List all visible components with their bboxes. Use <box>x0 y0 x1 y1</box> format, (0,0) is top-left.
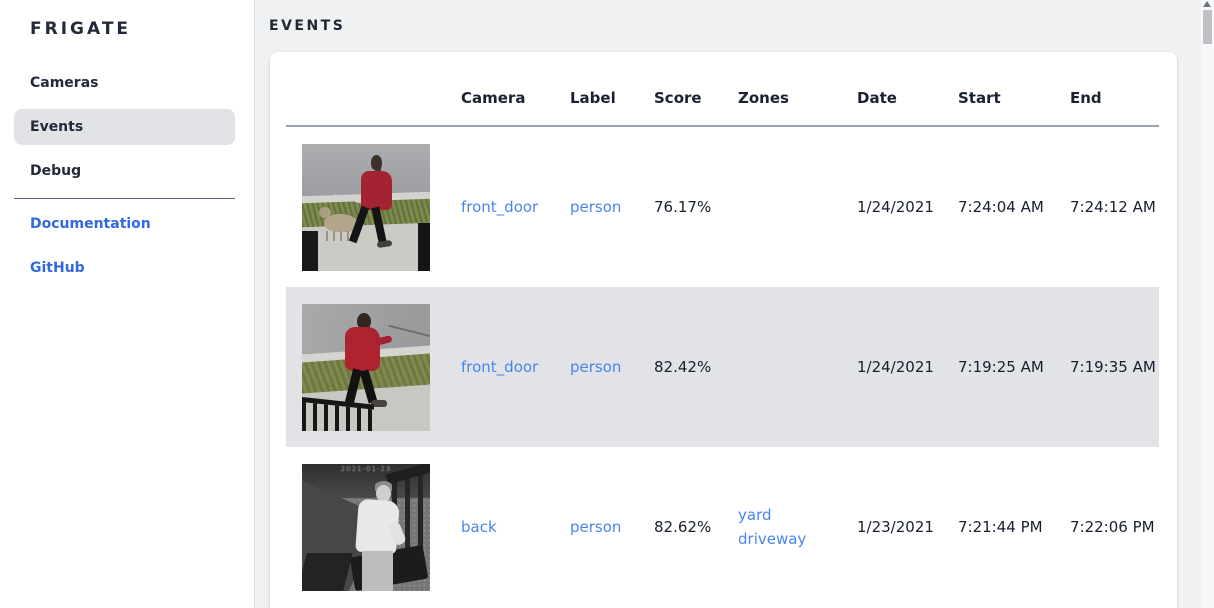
person-head <box>357 312 371 330</box>
score-value: 82.42% <box>654 358 712 376</box>
event-thumbnail[interactable]: 2021-01-23 <box>302 463 430 591</box>
column-header-label: Label <box>570 88 616 107</box>
label-link[interactable]: person <box>570 358 622 376</box>
sidebar-link-documentation[interactable]: Documentation <box>30 216 151 232</box>
events-table-card: Camera Label Score Zones Date Start End <box>270 52 1177 608</box>
dog-head <box>319 206 331 218</box>
person-head <box>376 484 391 502</box>
zone-link[interactable]: driveway <box>738 530 807 548</box>
camera-link[interactable]: front_door <box>461 358 539 376</box>
thumbnail-cell <box>286 303 445 431</box>
thumbnail-cell <box>286 143 445 271</box>
camera-link[interactable]: back <box>461 518 497 536</box>
label-link[interactable]: person <box>570 518 622 536</box>
sidebar: FRIGATE Cameras Events Debug Documentati… <box>0 0 255 608</box>
table-row[interactable]: front_door person 76.17% 1/24/2021 7:24:… <box>286 127 1159 287</box>
timestamp-overlay: 2021-01-23 <box>340 464 392 473</box>
date-value: 1/24/2021 <box>857 358 934 376</box>
end-value: 7:22:06 PM <box>1070 518 1155 536</box>
person-red-coat <box>361 170 392 210</box>
scrollbar-thumb[interactable] <box>1203 10 1212 44</box>
app-logo: FRIGATE <box>30 19 132 39</box>
scrollbar-up-arrow-icon[interactable] <box>1203 1 1211 7</box>
thumbnail-cell: 2021-01-23 <box>286 463 445 591</box>
event-thumbnail[interactable] <box>302 143 430 271</box>
column-header-zones: Zones <box>738 88 789 107</box>
table-row[interactable]: front_door person 82.42% 1/24/2021 7:19:… <box>286 287 1159 447</box>
dark-post <box>418 222 430 271</box>
person-shoe <box>376 239 393 248</box>
sidebar-link-github[interactable]: GitHub <box>30 260 85 276</box>
column-header-start: Start <box>958 88 1001 107</box>
zone-link[interactable]: yard <box>738 506 772 524</box>
score-value: 82.62% <box>654 518 712 536</box>
column-header-date: Date <box>857 88 897 107</box>
score-value: 76.17% <box>654 198 712 216</box>
sidebar-nav: Cameras Events Debug <box>0 65 254 197</box>
end-value: 7:19:35 AM <box>1070 358 1156 376</box>
sidebar-divider <box>14 198 235 199</box>
person-shoe <box>371 399 387 407</box>
main-content: EVENTS Camera Label Score Zones Date Sta… <box>256 0 1201 608</box>
person-red-hoodie <box>345 326 380 371</box>
sidebar-item-events[interactable]: Events <box>14 109 235 145</box>
date-value: 1/23/2021 <box>857 518 934 536</box>
page-title: EVENTS <box>269 18 346 34</box>
vertical-scrollbar[interactable] <box>1201 0 1214 608</box>
dog-legs <box>326 230 354 241</box>
sidebar-external-links: Documentation GitHub <box>0 206 254 294</box>
table-row[interactable]: 2021-01-23 back person 82. <box>286 447 1159 607</box>
zones-cell: yard driveway <box>722 503 841 551</box>
black-railing <box>302 396 374 431</box>
person-hair <box>375 159 381 180</box>
sidebar-item-cameras[interactable]: Cameras <box>30 75 99 91</box>
start-value: 7:19:25 AM <box>958 358 1044 376</box>
dog-figure <box>324 213 358 232</box>
label-link[interactable]: person <box>570 198 622 216</box>
person-pants <box>362 550 393 591</box>
start-value: 7:21:44 PM <box>958 518 1043 536</box>
sidebar-item-debug[interactable]: Debug <box>30 163 82 179</box>
start-value: 7:24:04 AM <box>958 198 1044 216</box>
dark-post <box>302 230 318 271</box>
column-header-end: End <box>1070 88 1102 107</box>
date-value: 1/24/2021 <box>857 198 934 216</box>
column-header-camera: Camera <box>461 88 526 107</box>
table-header-row: Camera Label Score Zones Date Start End <box>286 52 1159 127</box>
camera-link[interactable]: front_door <box>461 198 539 216</box>
end-value: 7:24:12 AM <box>1070 198 1156 216</box>
column-header-score: Score <box>654 88 702 107</box>
person-head <box>371 154 382 170</box>
event-thumbnail[interactable] <box>302 303 430 431</box>
